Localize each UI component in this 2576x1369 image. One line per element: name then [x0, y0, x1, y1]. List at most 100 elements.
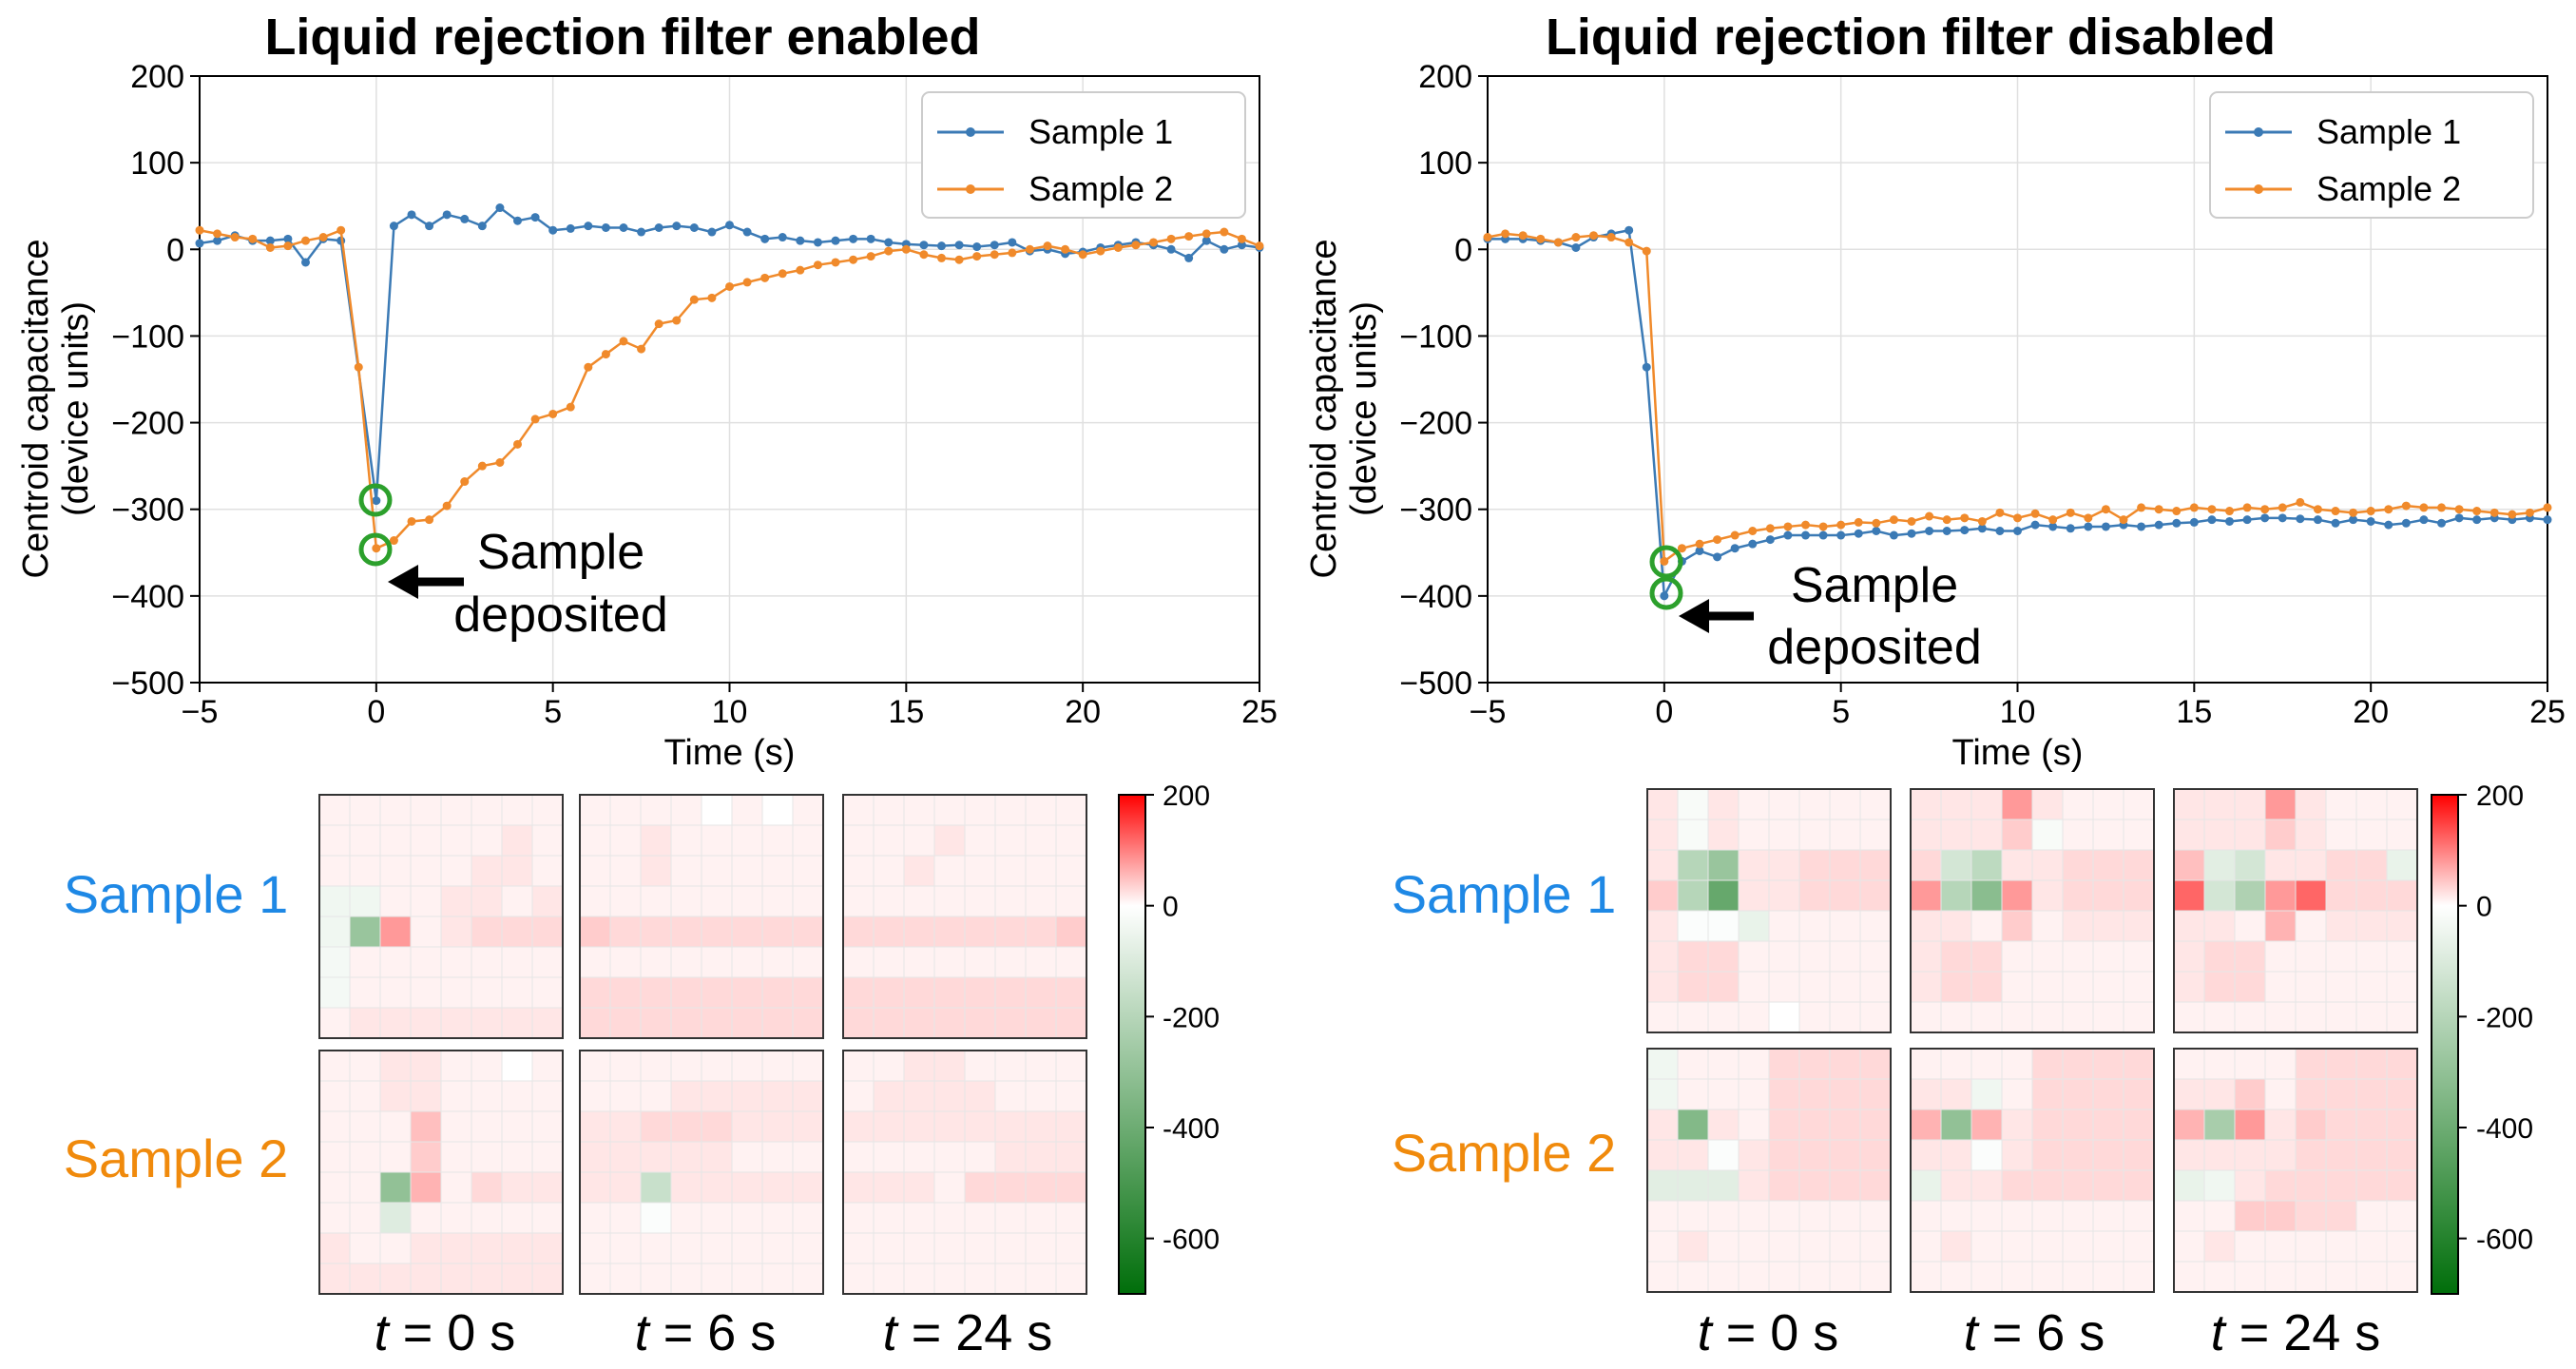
heatmap-cell	[319, 1233, 351, 1264]
data-point-sample2	[2543, 503, 2552, 512]
heatmap-cell	[471, 1051, 503, 1082]
heatmap-cell	[2032, 911, 2064, 942]
heatmap-cell	[580, 795, 611, 826]
heatmap-cell	[641, 795, 672, 826]
colorbar	[1118, 794, 1146, 1295]
heatmap-cell	[2235, 941, 2266, 973]
heatmap-cell	[580, 1142, 611, 1173]
heatmap-cell	[319, 1172, 351, 1204]
heatmap-cell	[904, 886, 935, 917]
heatmap-cell	[2032, 1109, 2064, 1141]
heatmap-cell	[350, 856, 381, 887]
data-point-sample1	[725, 221, 734, 230]
data-point-sample2	[1536, 234, 1546, 243]
heatmap-cell	[843, 977, 875, 1009]
heatmap-cell	[411, 1233, 442, 1264]
heatmap-cell	[1971, 1049, 2003, 1080]
heatmap-cell	[411, 795, 442, 826]
heatmap-cell	[2356, 1049, 2388, 1080]
data-point-sample1	[1907, 529, 1916, 538]
heatmap-cell	[995, 1008, 1027, 1039]
heatmap-cell	[1026, 1233, 1057, 1264]
heatmap-cell	[2235, 850, 2266, 881]
heatmap-cell	[671, 1142, 702, 1173]
heatmap-cell	[2063, 972, 2094, 1003]
data-point-sample1	[548, 225, 558, 235]
heatmap-cell	[995, 1263, 1027, 1295]
heatmap-cell	[532, 856, 564, 887]
heatmap-cell	[2124, 972, 2155, 1003]
heatmap-cell	[2174, 1201, 2205, 1232]
data-point-sample1	[1925, 527, 1934, 535]
heatmap-cell	[380, 916, 412, 948]
heatmap-cell	[965, 795, 996, 826]
heatmap-cell	[1971, 1079, 2003, 1110]
data-point-sample2	[2137, 503, 2146, 512]
data-point-sample1	[2013, 527, 2022, 535]
heatmap-cell	[502, 1081, 533, 1112]
data-point-sample1	[2101, 522, 2110, 531]
data-point-sample2	[919, 250, 929, 260]
data-point-sample1	[1571, 242, 1581, 252]
heatmap-cell	[702, 1172, 733, 1204]
heatmap-cell	[2204, 1201, 2236, 1232]
heatmap-cell	[441, 1051, 472, 1082]
heatmap-panel	[1646, 1048, 1892, 1293]
data-point-sample1	[2225, 516, 2234, 526]
heatmap-cell	[471, 886, 503, 917]
heatmap-cell	[2387, 1170, 2418, 1202]
heatmap-cell	[2387, 1140, 2418, 1171]
heatmap-cell	[610, 1081, 642, 1112]
heatmap-cell	[1830, 1049, 1861, 1080]
heatmap-cell	[934, 795, 966, 826]
y-tick-label: −200	[111, 406, 184, 442]
time-label-variable: t	[2211, 1304, 2227, 1361]
heatmap-cell	[965, 1203, 996, 1234]
heatmap-cell	[1678, 850, 1709, 881]
heatmap-cell	[2032, 1002, 2064, 1033]
heatmap-cell	[671, 1008, 702, 1039]
data-point-sample2	[1942, 515, 1951, 525]
heatmap-cell	[1860, 1231, 1892, 1263]
heatmap-cell	[610, 947, 642, 978]
heatmap-cell	[1678, 1170, 1709, 1202]
heatmap-cell	[441, 856, 472, 887]
y-tick-label: −100	[1399, 318, 1472, 355]
data-point-sample2	[689, 295, 699, 304]
heatmap-cell	[610, 977, 642, 1009]
heatmap-cell	[732, 1233, 763, 1264]
heatmap-cell	[1769, 1002, 1800, 1033]
heatmap-cell	[502, 1263, 533, 1295]
heatmap-cell	[702, 825, 733, 857]
data-point-sample2	[389, 536, 398, 546]
data-point-sample2	[2313, 505, 2322, 514]
heatmap-cell	[1678, 1079, 1709, 1110]
highlight-circle-sample2	[1649, 545, 1683, 579]
heatmap-cell	[1739, 1109, 1770, 1141]
heatmap-cell	[610, 1203, 642, 1234]
data-point-sample1	[2349, 515, 2358, 525]
heatmap-cell	[762, 947, 794, 978]
heatmap-cell	[1769, 1170, 1800, 1202]
colorbar-tick-label: -600	[2476, 1224, 2533, 1256]
heatmap-cell	[874, 1008, 905, 1039]
heatmap-cell	[934, 916, 966, 948]
data-point-sample2	[760, 273, 770, 282]
heatmap-cell	[1708, 941, 1740, 973]
heatmap-cell	[2296, 1170, 2327, 1202]
data-point-sample2	[2437, 503, 2446, 512]
heatmap-cell	[1799, 1049, 1831, 1080]
data-point-sample2	[1061, 244, 1070, 254]
data-point-sample1	[2154, 520, 2163, 530]
heatmap-cell	[2387, 911, 2418, 942]
heatmap-cell	[2002, 1079, 2033, 1110]
heatmap-cell	[2093, 850, 2124, 881]
data-point-sample2	[477, 461, 487, 471]
heatmap-cell	[1860, 1109, 1892, 1141]
heatmap-cell	[762, 1008, 794, 1039]
heatmap-cell	[610, 856, 642, 887]
heatmap-cell	[732, 1172, 763, 1204]
data-point-sample2	[2525, 508, 2534, 517]
data-point-sample2	[849, 255, 858, 264]
data-point-sample2	[1096, 246, 1105, 256]
